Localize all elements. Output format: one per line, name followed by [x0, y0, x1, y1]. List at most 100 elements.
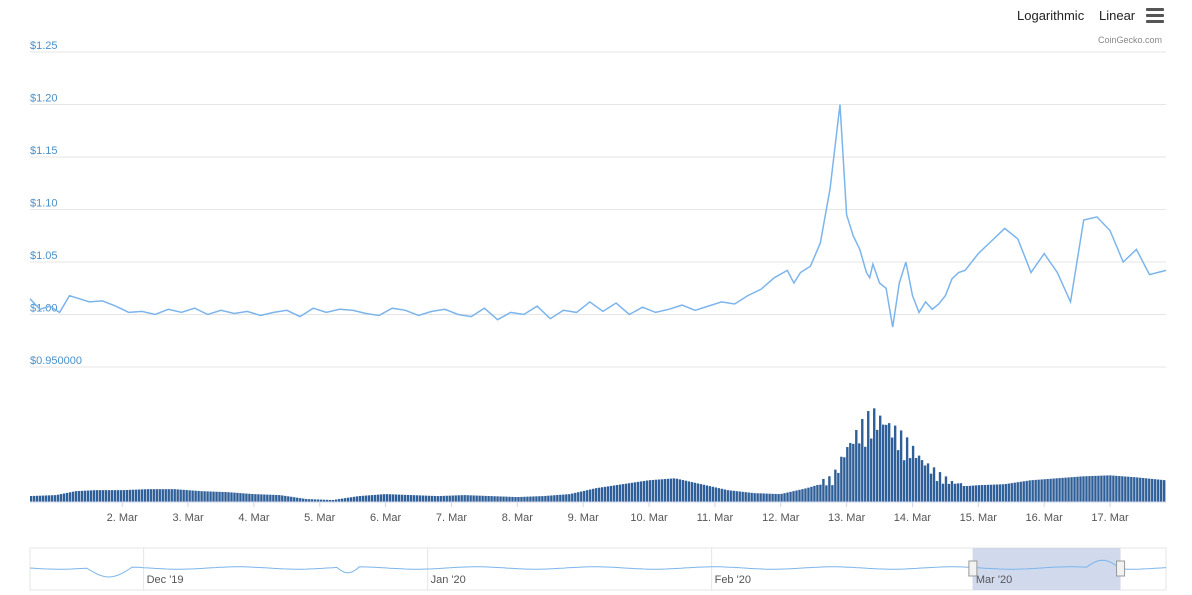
volume-bar — [759, 493, 762, 502]
volume-bar — [950, 481, 954, 502]
volume-bar — [1157, 479, 1160, 502]
volume-bars[interactable] — [30, 408, 1166, 502]
volume-bar — [627, 483, 631, 502]
logarithmic-scale-button[interactable]: Logarithmic — [1017, 8, 1085, 23]
volume-bar — [475, 495, 478, 502]
volume-bar — [293, 497, 296, 502]
volume-bar — [403, 494, 407, 502]
volume-bar — [463, 495, 466, 502]
volume-bar — [882, 424, 885, 502]
volume-bar — [780, 493, 783, 502]
volume-bar — [448, 495, 451, 502]
x-tick-label: 9. Mar — [568, 512, 600, 524]
volume-bar — [609, 485, 613, 502]
navigator-handles[interactable] — [968, 560, 1126, 577]
x-tick-label: 10. Mar — [630, 512, 668, 524]
volume-bar — [974, 485, 978, 502]
volume-bar — [484, 495, 487, 502]
volume-bar — [849, 442, 852, 502]
x-tick-label: 11. Mar — [697, 512, 734, 524]
volume-bar — [681, 480, 685, 502]
volume-bar — [636, 481, 640, 502]
volume-bar — [308, 499, 311, 502]
volume-bar — [164, 489, 167, 502]
volume-bar — [496, 496, 499, 502]
volume-bar — [911, 445, 915, 502]
hamburger-menu-icon[interactable] — [1146, 8, 1164, 24]
navigator-x-label: Feb '20 — [715, 574, 751, 586]
volume-bar — [726, 490, 729, 502]
volume-bar — [723, 489, 726, 502]
volume-bar — [810, 486, 813, 502]
volume-bar — [559, 494, 562, 502]
volume-bar — [466, 495, 469, 502]
volume-bar — [720, 488, 723, 502]
volume-bar — [478, 495, 481, 502]
volume-bar — [281, 495, 284, 502]
volume-bar — [41, 495, 45, 502]
volume-bar — [218, 491, 221, 502]
volume-bar — [206, 491, 209, 502]
volume-bar — [340, 498, 344, 502]
volume-bar — [364, 495, 368, 502]
volume-bar — [197, 490, 200, 502]
volume-bar — [989, 484, 993, 502]
volume-bar — [905, 437, 909, 502]
volume-bar — [80, 490, 84, 502]
volume-bar — [316, 499, 320, 502]
volume-bar — [1043, 479, 1046, 502]
volume-bar — [1115, 475, 1118, 502]
linear-scale-button[interactable]: Linear — [1099, 8, 1136, 23]
volume-bar — [263, 494, 266, 502]
volume-bar — [1013, 482, 1016, 502]
volume-bar — [887, 423, 891, 502]
volume-bar — [765, 493, 768, 502]
volume-bar — [1100, 475, 1103, 502]
volume-bar — [373, 494, 377, 502]
volume-bar — [427, 495, 430, 502]
volume-bar — [917, 455, 921, 502]
volume-bar — [257, 494, 260, 502]
volume-bar — [248, 493, 251, 502]
volume-bar — [893, 425, 897, 502]
volume-bar — [520, 496, 523, 502]
volume-bar — [935, 481, 939, 502]
volume-bar — [382, 494, 386, 502]
y-tick-label: $0.950000 — [30, 355, 82, 367]
volume-bar — [580, 491, 583, 502]
volume-bar — [194, 490, 197, 502]
volume-bar — [376, 494, 380, 502]
volume-bar — [35, 495, 39, 502]
volume-bar — [603, 486, 607, 502]
volume-bar — [747, 492, 750, 502]
volume-bar — [361, 495, 365, 502]
volume-bar — [592, 488, 595, 502]
volume-bar — [786, 492, 789, 502]
volume-bar — [328, 499, 332, 502]
x-tick-label: 17. Mar — [1091, 512, 1129, 524]
navigator-handle-left[interactable] — [968, 560, 978, 577]
volume-bar — [74, 491, 78, 502]
volume-bar — [867, 411, 870, 502]
volume-bar — [287, 496, 290, 502]
volume-bar — [589, 489, 592, 502]
volume-bar — [370, 495, 374, 502]
volume-bar — [750, 492, 753, 502]
navigator-handle-right[interactable] — [1116, 560, 1126, 577]
volume-bar — [535, 496, 538, 502]
volume-bar — [843, 457, 846, 502]
volume-bar — [544, 495, 547, 502]
volume-bar — [837, 472, 840, 502]
volume-bar — [296, 497, 299, 502]
volume-bar — [1151, 478, 1154, 502]
volume-bar — [460, 495, 463, 502]
price-line[interactable] — [29, 104, 1167, 328]
volume-bar — [1061, 477, 1064, 502]
volume-bar — [822, 478, 825, 502]
navigator[interactable]: Dec '19 Jan '20 Feb '20 Mar '20 — [29, 547, 1167, 591]
volume-bar — [349, 497, 353, 502]
volume-bar — [487, 495, 490, 502]
volume-bar — [1145, 478, 1148, 502]
x-tick-label: 4. Mar — [238, 512, 270, 524]
